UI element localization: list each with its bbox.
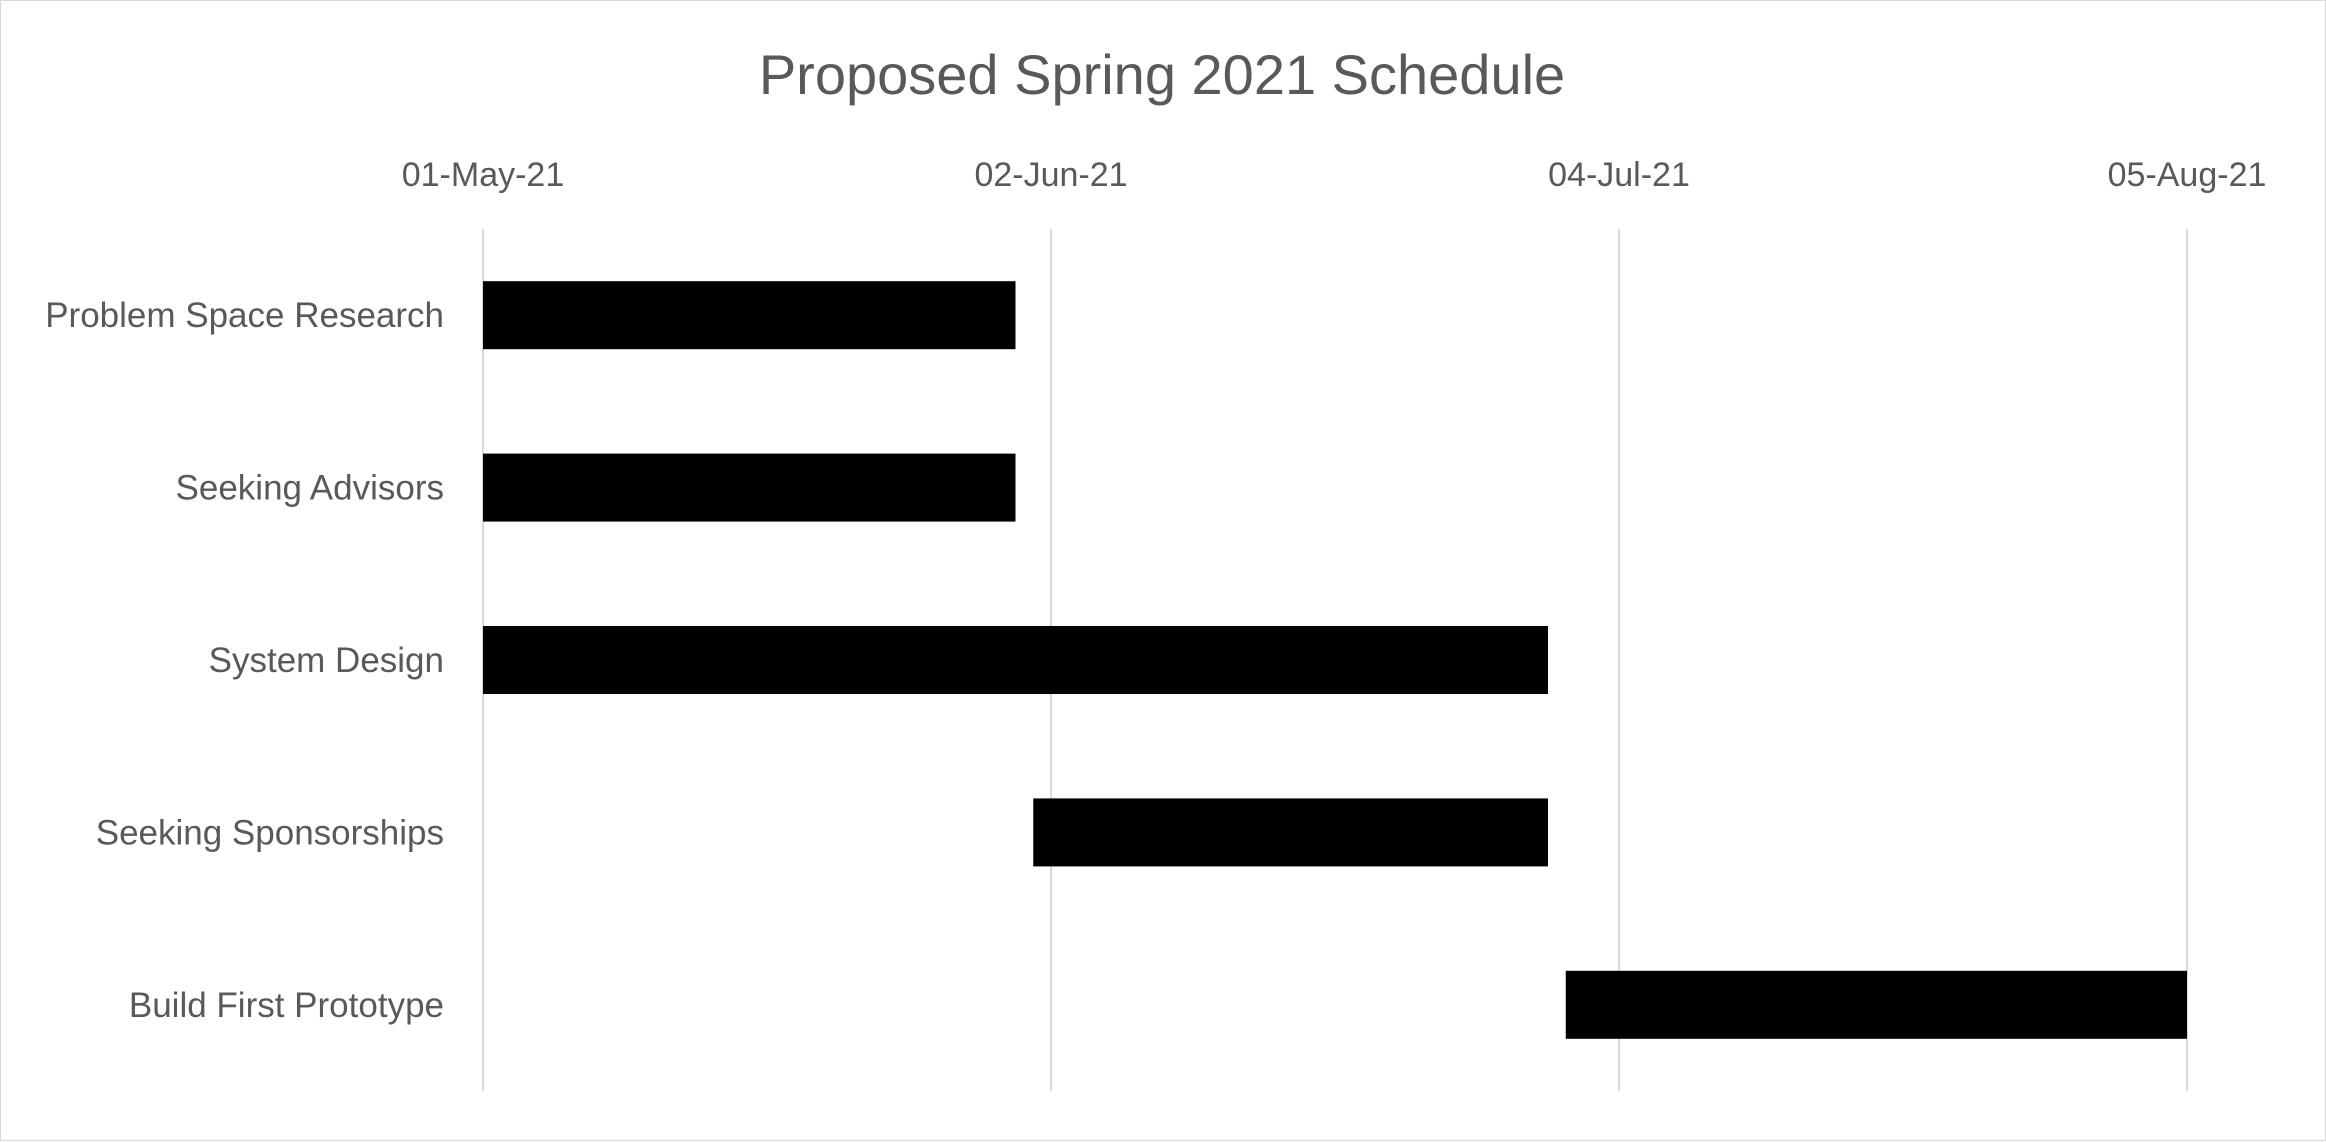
category-label: Problem Space Research — [45, 296, 444, 335]
x-tick-label: 02-Jun-21 — [974, 156, 1127, 194]
category-label: Seeking Advisors — [176, 469, 444, 508]
chart-title: Proposed Spring 2021 Schedule — [759, 43, 1565, 106]
category-label: Seeking Sponsorships — [96, 813, 444, 852]
task-bars — [483, 281, 2187, 1039]
task-bar — [483, 453, 1016, 522]
x-axis-tick-labels: 01-May-21 02-Jun-21 04-Jul-21 05-Aug-21 — [402, 156, 2267, 194]
task-bar — [483, 281, 1016, 350]
category-label: Build First Prototype — [129, 986, 444, 1025]
y-axis-category-labels: Problem Space Research Seeking Advisors Sy… — [45, 296, 444, 1025]
x-tick-label: 04-Jul-21 — [1548, 156, 1690, 194]
category-label: System Design — [209, 641, 444, 680]
x-tick-label: 05-Aug-21 — [2108, 156, 2267, 194]
task-bar — [1565, 970, 2187, 1039]
task-bar — [1033, 798, 1548, 867]
task-bar — [483, 626, 1548, 694]
x-tick-label: 01-May-21 — [402, 156, 565, 194]
